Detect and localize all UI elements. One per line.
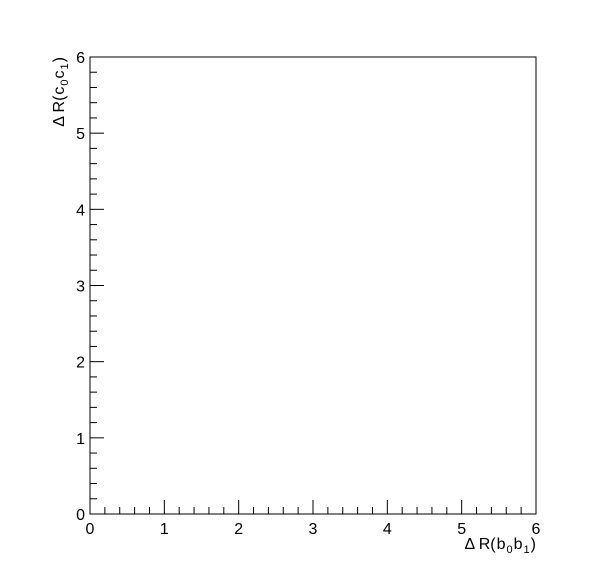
y-tick-label: 5	[76, 126, 85, 143]
y-tick-label: 2	[76, 355, 85, 372]
x-tick-label: 1	[160, 521, 169, 538]
x-axis-tick-labels: 0 1 2 3 4 5 6	[86, 521, 541, 538]
y-axis-tick-labels: 0 1 2 3 4 5 6	[76, 50, 85, 524]
x-axis-ticks	[89, 500, 537, 514]
x-tick-label: 6	[532, 521, 541, 538]
x-tick-label: 4	[383, 521, 392, 538]
y-tick-label: 1	[76, 431, 85, 448]
x-tick-label: 3	[309, 521, 318, 538]
y-tick-label: 3	[76, 279, 85, 296]
x-axis-label: Δ R(b0b1)	[464, 536, 536, 556]
y-axis-label: Δ R(c0c1)	[51, 57, 71, 127]
y-axis-ticks	[90, 56, 104, 515]
x-tick-label: 2	[234, 521, 243, 538]
y-tick-label: 0	[76, 507, 85, 524]
y-tick-label: 6	[76, 50, 85, 67]
y-tick-label: 4	[76, 202, 85, 219]
x-tick-label: 5	[457, 521, 466, 538]
x-tick-label: 0	[86, 521, 95, 538]
